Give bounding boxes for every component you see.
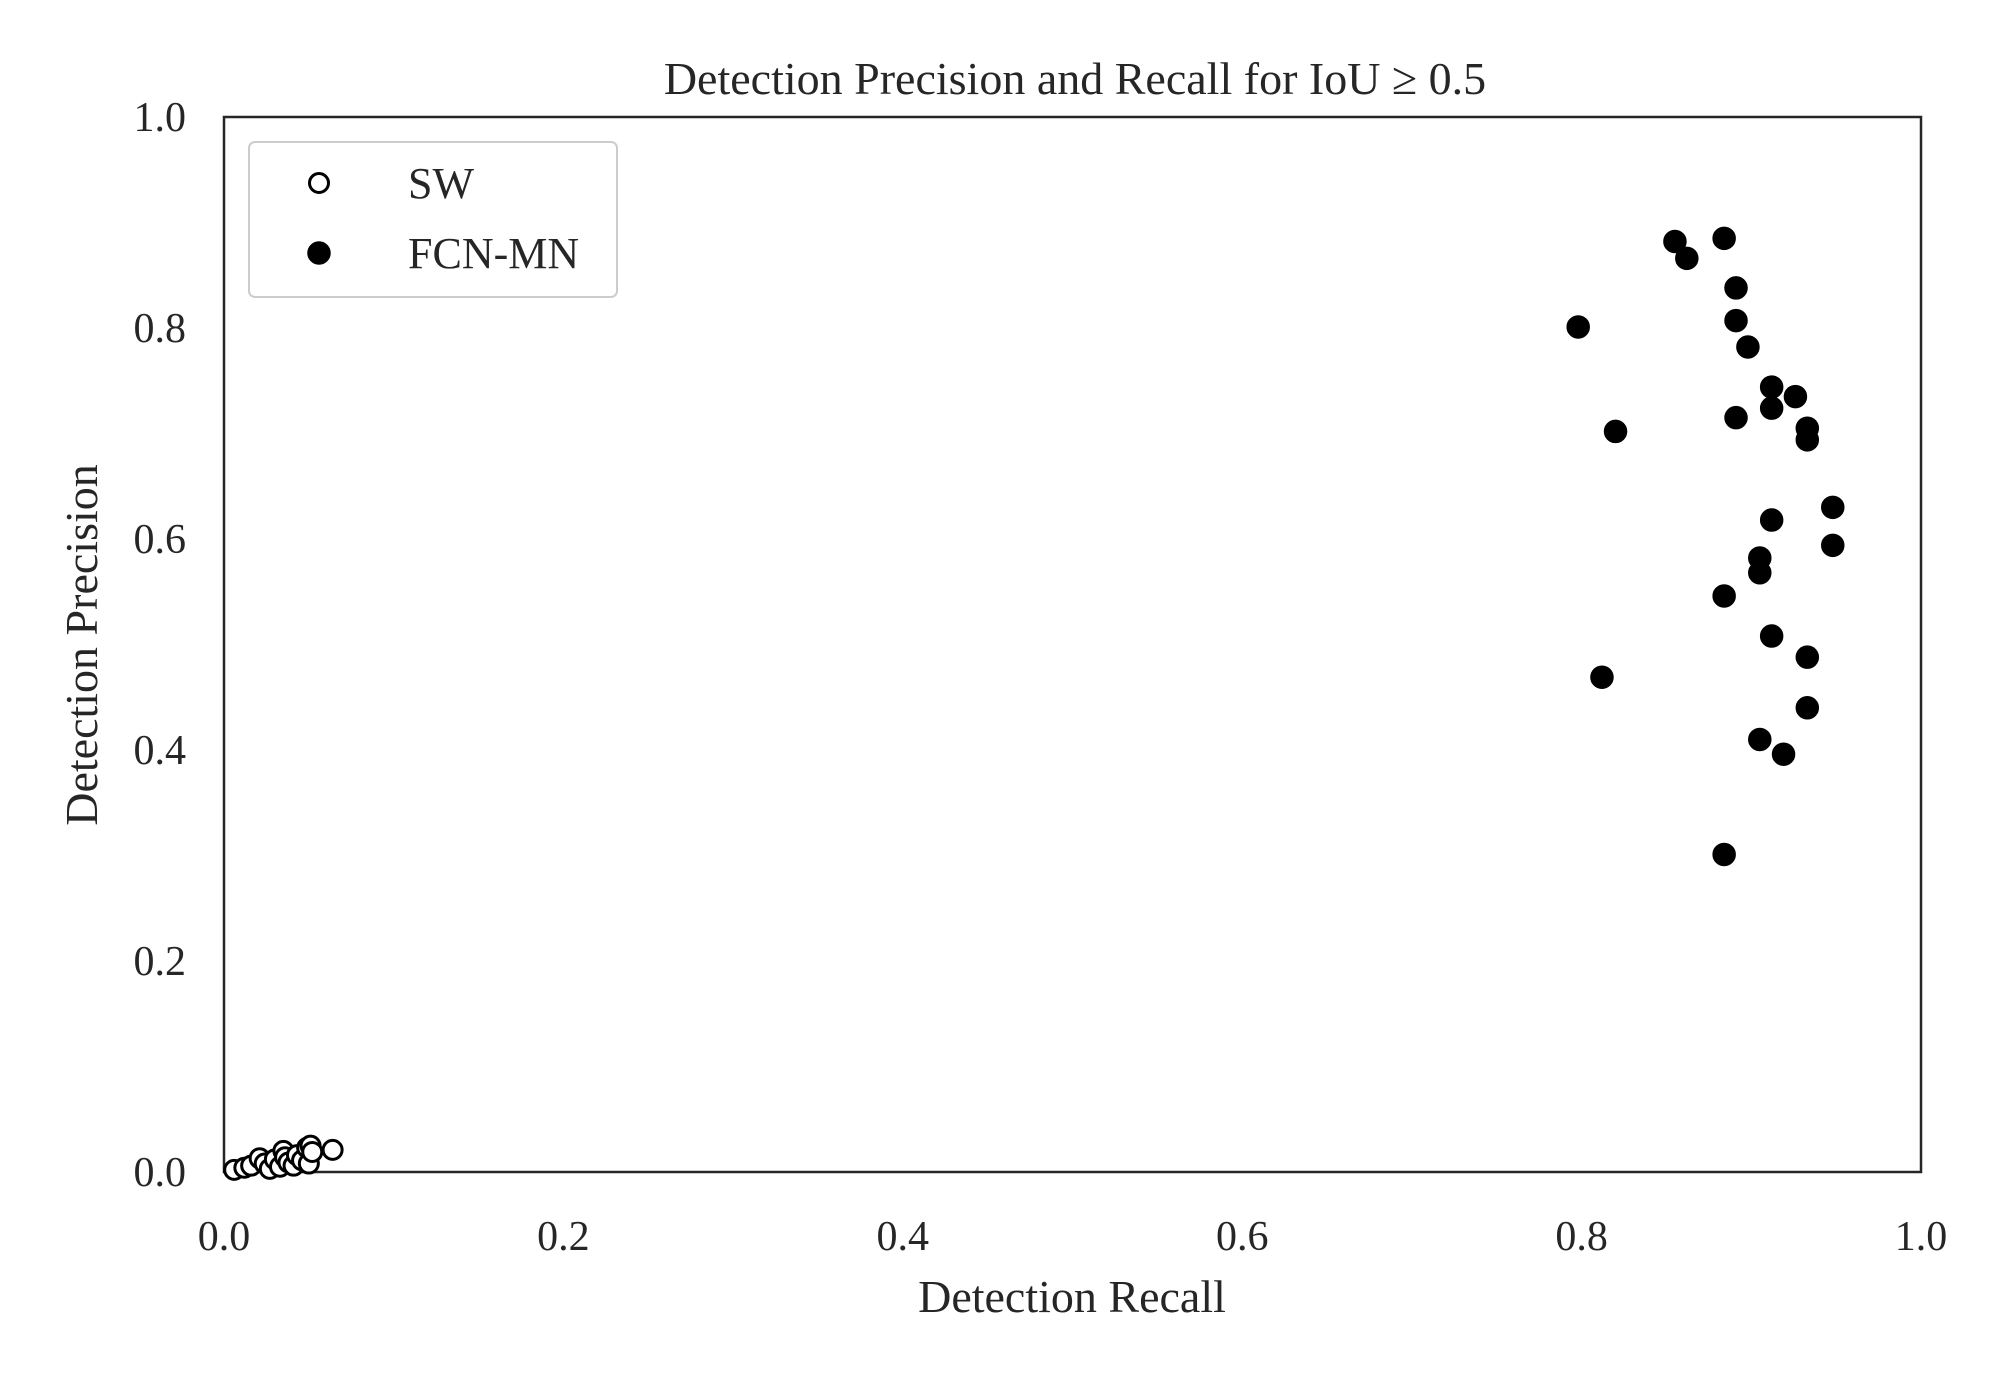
x-tick-label: 0.4 <box>877 1214 930 1260</box>
data-point-fcn-mn <box>1736 335 1760 359</box>
x-tick-label: 0.6 <box>1216 1214 1269 1260</box>
x-tick-label: 0.0 <box>198 1214 251 1260</box>
x-axis-label: Detection Recall <box>918 1271 1226 1322</box>
data-point-fcn-mn <box>1771 742 1796 766</box>
data-point-fcn-mn <box>1821 533 1845 558</box>
y-tick-label: 0.2 <box>134 939 187 985</box>
data-point-fcn-mn <box>1759 375 1784 399</box>
y-tick-label: 1.0 <box>134 95 187 141</box>
x-tick-label: 1.0 <box>1895 1214 1948 1260</box>
data-point-fcn-mn <box>1821 495 1845 520</box>
y-tick-label: 0.4 <box>134 728 187 774</box>
data-point-fcn-mn <box>1748 561 1772 585</box>
data-point-fcn-mn <box>1712 842 1736 867</box>
data-point-fcn-mn <box>1712 226 1736 251</box>
legend: SW FCN-MN <box>248 141 618 298</box>
data-point-sw <box>301 1140 324 1163</box>
y-axis-ticks: 0.0 0.2 0.4 0.6 0.8 1.0 <box>134 95 187 1196</box>
data-point-fcn-mn <box>1724 405 1748 430</box>
data-point-fcn-mn <box>1795 645 1820 669</box>
points-layer <box>223 226 1845 1181</box>
data-point-fcn-mn <box>1748 727 1772 752</box>
data-point-fcn-mn <box>1759 396 1784 420</box>
x-axis-ticks: 0.0 0.2 0.4 0.6 0.8 1.0 <box>198 1214 1948 1260</box>
x-tick-label: 0.8 <box>1555 1214 1608 1260</box>
data-point-fcn-mn <box>1724 276 1748 300</box>
legend-marker-sw <box>308 172 330 194</box>
y-axis-label: Detection Precision <box>56 464 107 826</box>
legend-marker-fcn-mn <box>307 241 331 265</box>
legend-label-sw: SW <box>408 159 474 208</box>
data-point-fcn-mn <box>1759 508 1784 532</box>
data-point-fcn-mn <box>1603 419 1628 444</box>
data-point-fcn-mn <box>1675 246 1699 271</box>
data-point-sw <box>321 1138 344 1161</box>
data-point-fcn-mn <box>1795 428 1820 452</box>
y-tick-label: 0.6 <box>134 517 187 563</box>
chart-title: Detection Precision and Recall for IoU ≥… <box>664 53 1486 104</box>
data-point-fcn-mn <box>1712 584 1736 608</box>
x-tick-label: 0.2 <box>537 1214 590 1260</box>
data-point-fcn-mn <box>1566 315 1590 339</box>
data-point-fcn-mn <box>1795 696 1820 720</box>
y-tick-label: 0.0 <box>134 1150 187 1196</box>
data-point-fcn-mn <box>1663 229 1687 254</box>
legend-box <box>248 141 618 298</box>
legend-label-fcn-mn: FCN-MN <box>408 229 579 278</box>
y-tick-label: 0.8 <box>134 306 187 352</box>
legend-items: SW FCN-MN <box>307 159 579 278</box>
data-point-fcn-mn <box>1783 384 1808 409</box>
data-point-fcn-mn <box>1759 624 1784 648</box>
data-point-fcn-mn <box>1724 308 1748 333</box>
plot-area <box>222 115 1923 1181</box>
plot-frame <box>222 115 1923 1174</box>
data-point-fcn-mn <box>1590 665 1614 689</box>
